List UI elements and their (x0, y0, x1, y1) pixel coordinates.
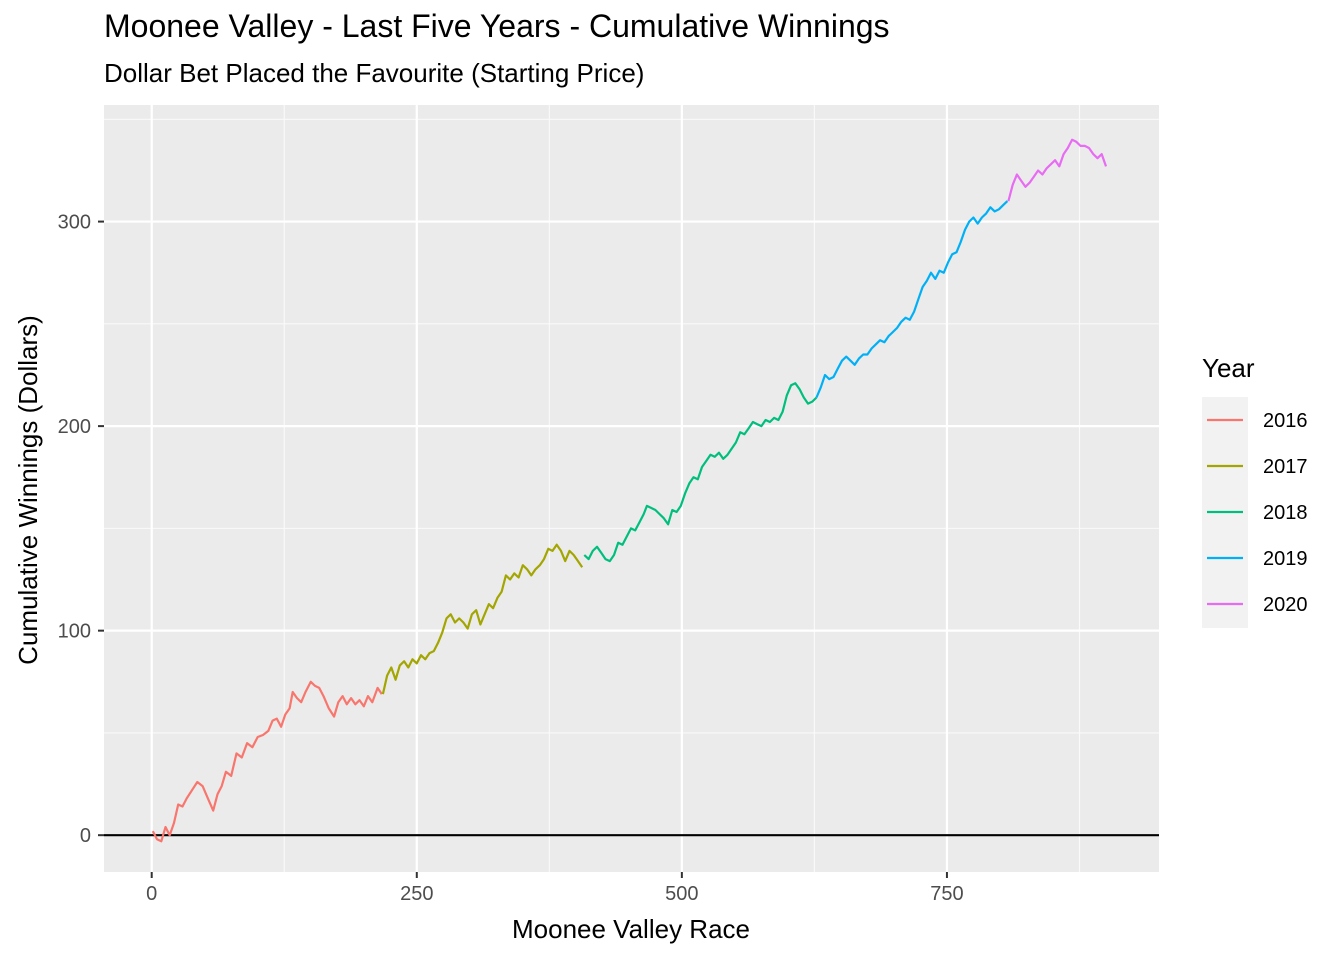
y-axis: 0 100 200 300 (58, 212, 104, 847)
legend: Year 2016 2017 2018 2019 2020 (1202, 353, 1308, 628)
series-line-2019 (815, 200, 1009, 398)
legend-title: Year (1202, 353, 1255, 383)
legend-label-2020: 2020 (1263, 594, 1308, 616)
plot-panel (104, 105, 1159, 872)
x-axis: 0 250 500 750 (146, 872, 964, 905)
y-tick-label: 0 (80, 825, 91, 847)
y-tick-label: 300 (58, 212, 91, 234)
y-axis-title: Cumulative Winnings (Dollars) (13, 315, 43, 665)
legend-label-2019: 2019 (1263, 548, 1308, 570)
series-line-2017 (381, 543, 584, 695)
series-line-2020 (1007, 138, 1108, 202)
x-tick-label: 750 (930, 883, 963, 905)
y-tick-label: 100 (58, 621, 91, 643)
x-axis-title: Moonee Valley Race (512, 914, 750, 944)
legend-label-2018: 2018 (1263, 502, 1308, 524)
chart-subtitle: Dollar Bet Placed the Favourite (Startin… (104, 58, 645, 88)
x-tick-label: 0 (146, 883, 157, 905)
y-tick-label: 200 (58, 416, 91, 438)
chart-title: Moonee Valley - Last Five Years - Cumula… (104, 8, 890, 44)
x-tick-label: 250 (400, 883, 433, 905)
series-line-2018 (583, 382, 818, 563)
x-tick-label: 500 (665, 883, 698, 905)
series-line-2016 (151, 680, 383, 843)
legend-label-2016: 2016 (1263, 410, 1308, 432)
series-layer (151, 138, 1108, 843)
legend-label-2017: 2017 (1263, 456, 1308, 478)
grid-minor (104, 105, 1159, 872)
legend-items: 2016 2017 2018 2019 2020 (1207, 410, 1308, 616)
